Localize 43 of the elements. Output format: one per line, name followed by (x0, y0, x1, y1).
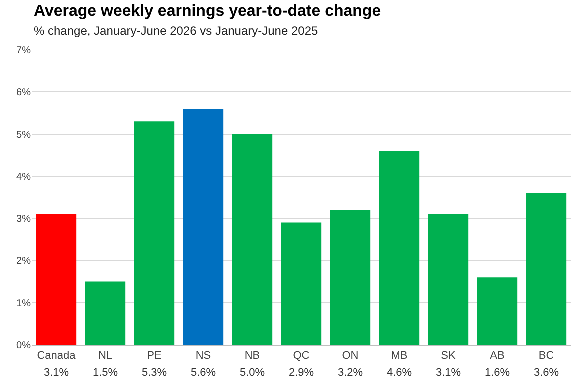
x-tick-label: PE (147, 350, 162, 362)
data-label: 4.6% (387, 367, 412, 379)
bar (477, 278, 518, 345)
bar (134, 122, 175, 345)
bar (232, 134, 273, 345)
chart-subtitle: % change, January-June 2026 vs January-June 2025 (34, 24, 319, 38)
data-label: 3.1% (436, 367, 462, 379)
y-tick-label: 0% (16, 340, 32, 352)
bar (36, 214, 77, 345)
bar (379, 151, 420, 345)
data-label: 2.9% (289, 367, 314, 379)
bar (183, 109, 224, 345)
data-label: 3.2% (338, 367, 364, 379)
y-tick-label: 4% (16, 172, 32, 183)
y-tick-label: 3% (16, 214, 32, 226)
y-tick-label: 2% (16, 256, 32, 268)
y-tick-label: 7% (16, 46, 32, 56)
data-label: 5.3% (142, 367, 168, 379)
y-tick-label: 6% (16, 88, 32, 99)
x-tick-label: NL (98, 350, 113, 362)
bar (526, 193, 567, 345)
bar (330, 210, 371, 345)
y-tick-label: 1% (16, 298, 32, 310)
x-tick-label: SK (441, 350, 456, 362)
x-tick-label: BC (538, 350, 554, 362)
bar (281, 222, 322, 345)
data-label: 1.6% (485, 367, 510, 379)
x-tick-label: Canada (37, 350, 77, 362)
data-label: 3.1% (44, 367, 70, 379)
bar (428, 214, 469, 345)
data-label: 1.5% (93, 367, 118, 379)
data-label: 3.6% (534, 367, 560, 379)
x-tick-label: ON (342, 350, 359, 362)
bar (85, 282, 126, 345)
x-tick-label: MB (391, 350, 408, 362)
x-tick-label: QC (293, 350, 310, 362)
data-label: 5.6% (191, 367, 216, 379)
chart-title: Average weekly earnings year-to-date change (34, 3, 382, 20)
y-tick-label: 5% (16, 130, 32, 141)
data-label: 5.0% (240, 367, 266, 379)
x-tick-label: NB (244, 350, 260, 362)
x-tick-label: AB (490, 350, 505, 362)
x-tick-label: NS (196, 350, 212, 362)
